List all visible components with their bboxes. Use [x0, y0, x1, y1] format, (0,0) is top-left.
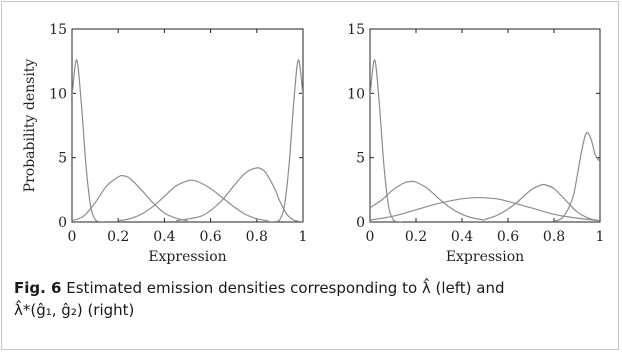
y-tick-label: 15: [347, 22, 365, 38]
plot-frame: [369, 28, 601, 223]
left-chart: 0 0.2 0.4 0.6 0.8 1051015ExpressionProbabilit…: [22, 22, 307, 265]
y-tick-label: 10: [347, 86, 365, 102]
x-tick-label: 0.6: [199, 229, 221, 245]
y-tick-label: 15: [49, 22, 67, 38]
y-tick-label: 0: [356, 215, 365, 231]
x-tick-label: 0: [366, 229, 375, 245]
x-axis-label: Expression: [446, 249, 524, 265]
density-curve-5: [553, 132, 600, 222]
density-curve-3: [118, 179, 269, 222]
density-curve-2: [72, 174, 188, 222]
y-tick-label: 0: [58, 215, 67, 231]
x-tick-label: 0.4: [153, 229, 175, 245]
caption-label: Fig. 6: [14, 279, 62, 297]
x-tick-label: 0: [68, 229, 77, 245]
caption-text-line1: Estimated emission densities correspondi…: [66, 279, 505, 297]
density-curve-1: [72, 59, 105, 222]
x-tick-label: 0.2: [405, 229, 427, 245]
figure-caption: Fig. 6 Estimated emission densities corr…: [14, 277, 610, 321]
x-tick-label: 0.8: [543, 229, 565, 245]
y-tick-label: 5: [58, 151, 67, 167]
x-tick-label: 0.6: [497, 229, 519, 245]
x-tick-label: 1: [596, 229, 605, 245]
y-tick-label: 10: [49, 86, 67, 102]
density-curve-4: [484, 183, 600, 222]
density-curve-1: [370, 59, 403, 222]
plot-frame: [71, 28, 304, 223]
x-tick-label: 0.8: [246, 229, 268, 245]
density-curve-3: [370, 196, 600, 222]
x-tick-label: 0.2: [107, 229, 129, 245]
density-curve-4: [175, 167, 303, 222]
caption-text-line2: λ̂*(ĝ₁, ĝ₂) (right): [14, 301, 135, 319]
x-tick-label: 0.4: [451, 229, 473, 245]
x-tick-label: 1: [299, 229, 308, 245]
density-curve-2: [370, 180, 486, 221]
y-axis-label: Probability density: [22, 59, 38, 193]
x-axis-label: Expression: [148, 249, 226, 265]
y-tick-label: 5: [356, 151, 365, 167]
density-curve-5: [270, 59, 303, 222]
